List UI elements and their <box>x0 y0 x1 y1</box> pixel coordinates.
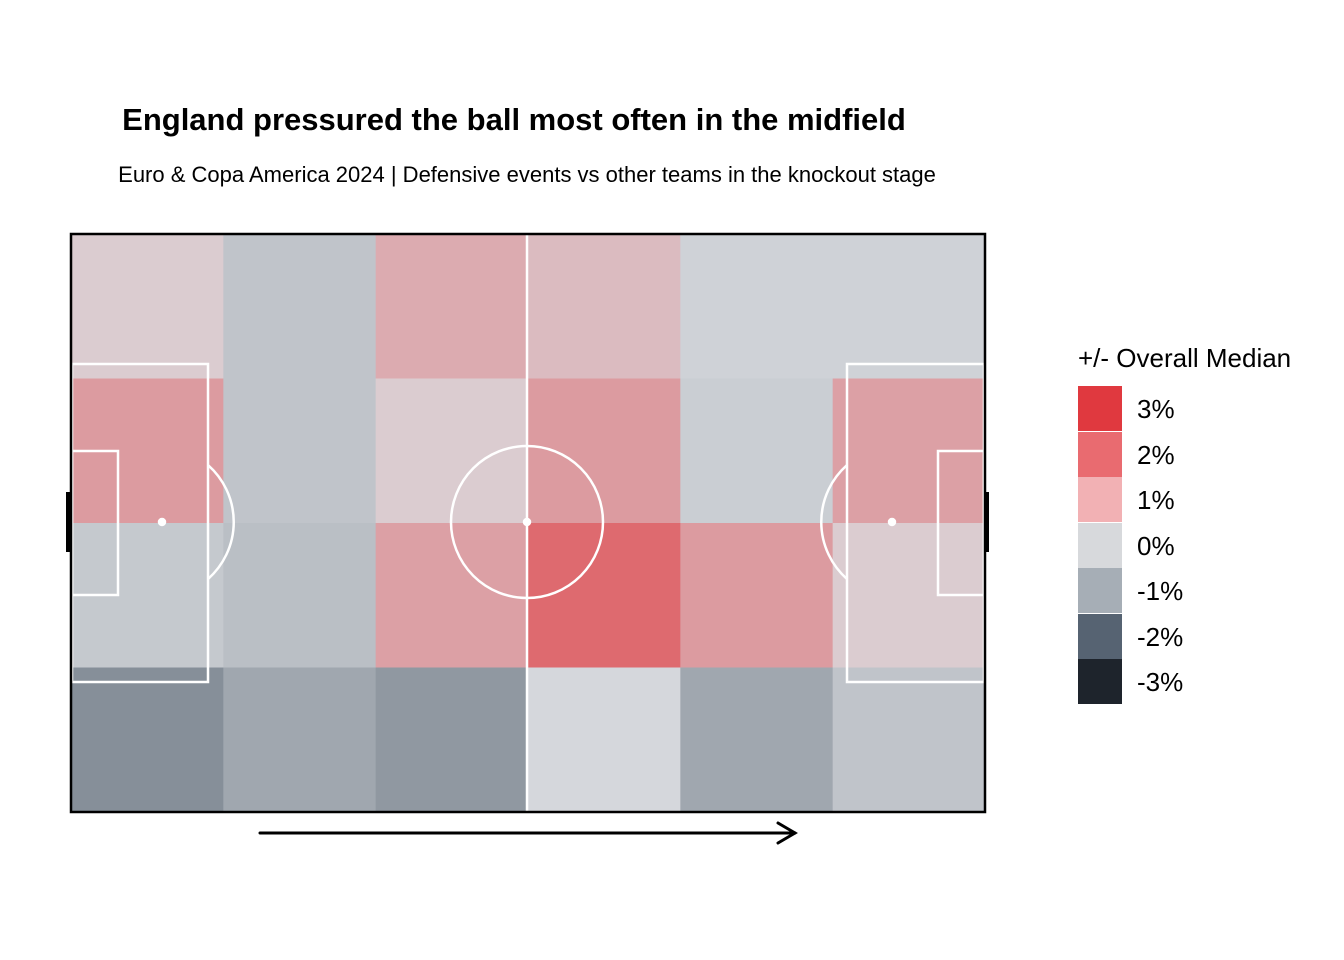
left-penalty-spot <box>157 517 167 527</box>
heatmap-cell <box>223 378 377 524</box>
heatmap-cell <box>71 667 224 813</box>
legend-swatch <box>1078 431 1122 477</box>
legend-item: -3% <box>1078 659 1278 704</box>
heatmap-cell <box>680 234 834 379</box>
center-spot <box>522 517 532 527</box>
legend-item: 3% <box>1078 386 1278 431</box>
legend-item: 2% <box>1078 431 1278 477</box>
legend-swatch <box>1078 659 1122 704</box>
legend-swatch <box>1078 613 1122 659</box>
heatmap-cell <box>528 523 681 668</box>
legend-item: -2% <box>1078 613 1278 659</box>
heatmap-cell <box>375 234 529 379</box>
heatmap-cell <box>223 234 377 379</box>
legend-swatch <box>1078 386 1122 431</box>
center-circle <box>449 444 605 600</box>
heatmap-cell <box>375 378 529 524</box>
heatmap-cell <box>680 523 834 668</box>
legend-title: +/- Overall Median <box>1078 343 1292 373</box>
legend-label: -2% <box>1137 621 1184 652</box>
heatmap-cell <box>71 234 224 379</box>
legend-item: 0% <box>1078 522 1278 568</box>
heatmap-cell <box>680 378 834 524</box>
legend-label: -3% <box>1137 667 1184 697</box>
heatmap-cell <box>528 234 681 379</box>
legend-item: -1% <box>1078 568 1278 613</box>
left-penalty-arc <box>207 464 235 580</box>
legend-label: 2% <box>1137 439 1175 470</box>
legend-swatch <box>1078 522 1122 568</box>
chart-title: England pressured the ball most often in… <box>122 102 906 137</box>
legend-swatch <box>1078 568 1122 613</box>
legend-label: 3% <box>1137 394 1175 424</box>
heatmap-cell <box>223 667 377 813</box>
legend-label: 0% <box>1137 530 1175 561</box>
heatmap-cell <box>832 234 986 379</box>
heatmap-cell <box>223 523 377 668</box>
heatmap-cell <box>375 523 529 668</box>
legend-label: 1% <box>1137 485 1175 515</box>
heatmap-cell <box>832 667 986 813</box>
heatmap-cell <box>375 667 529 813</box>
right-penalty-arc <box>820 464 848 580</box>
heatmap-cell <box>680 667 834 813</box>
chart-subtitle: Euro & Copa America 2024 | Defensive eve… <box>118 162 936 187</box>
heatmap-cells <box>71 234 986 813</box>
right-penalty-spot <box>887 517 897 527</box>
heatmap-cell <box>528 667 681 813</box>
legend-item: 1% <box>1078 477 1278 522</box>
legend-label: -1% <box>1137 576 1184 606</box>
legend-swatch <box>1078 477 1122 522</box>
direction-arrow <box>258 821 798 845</box>
